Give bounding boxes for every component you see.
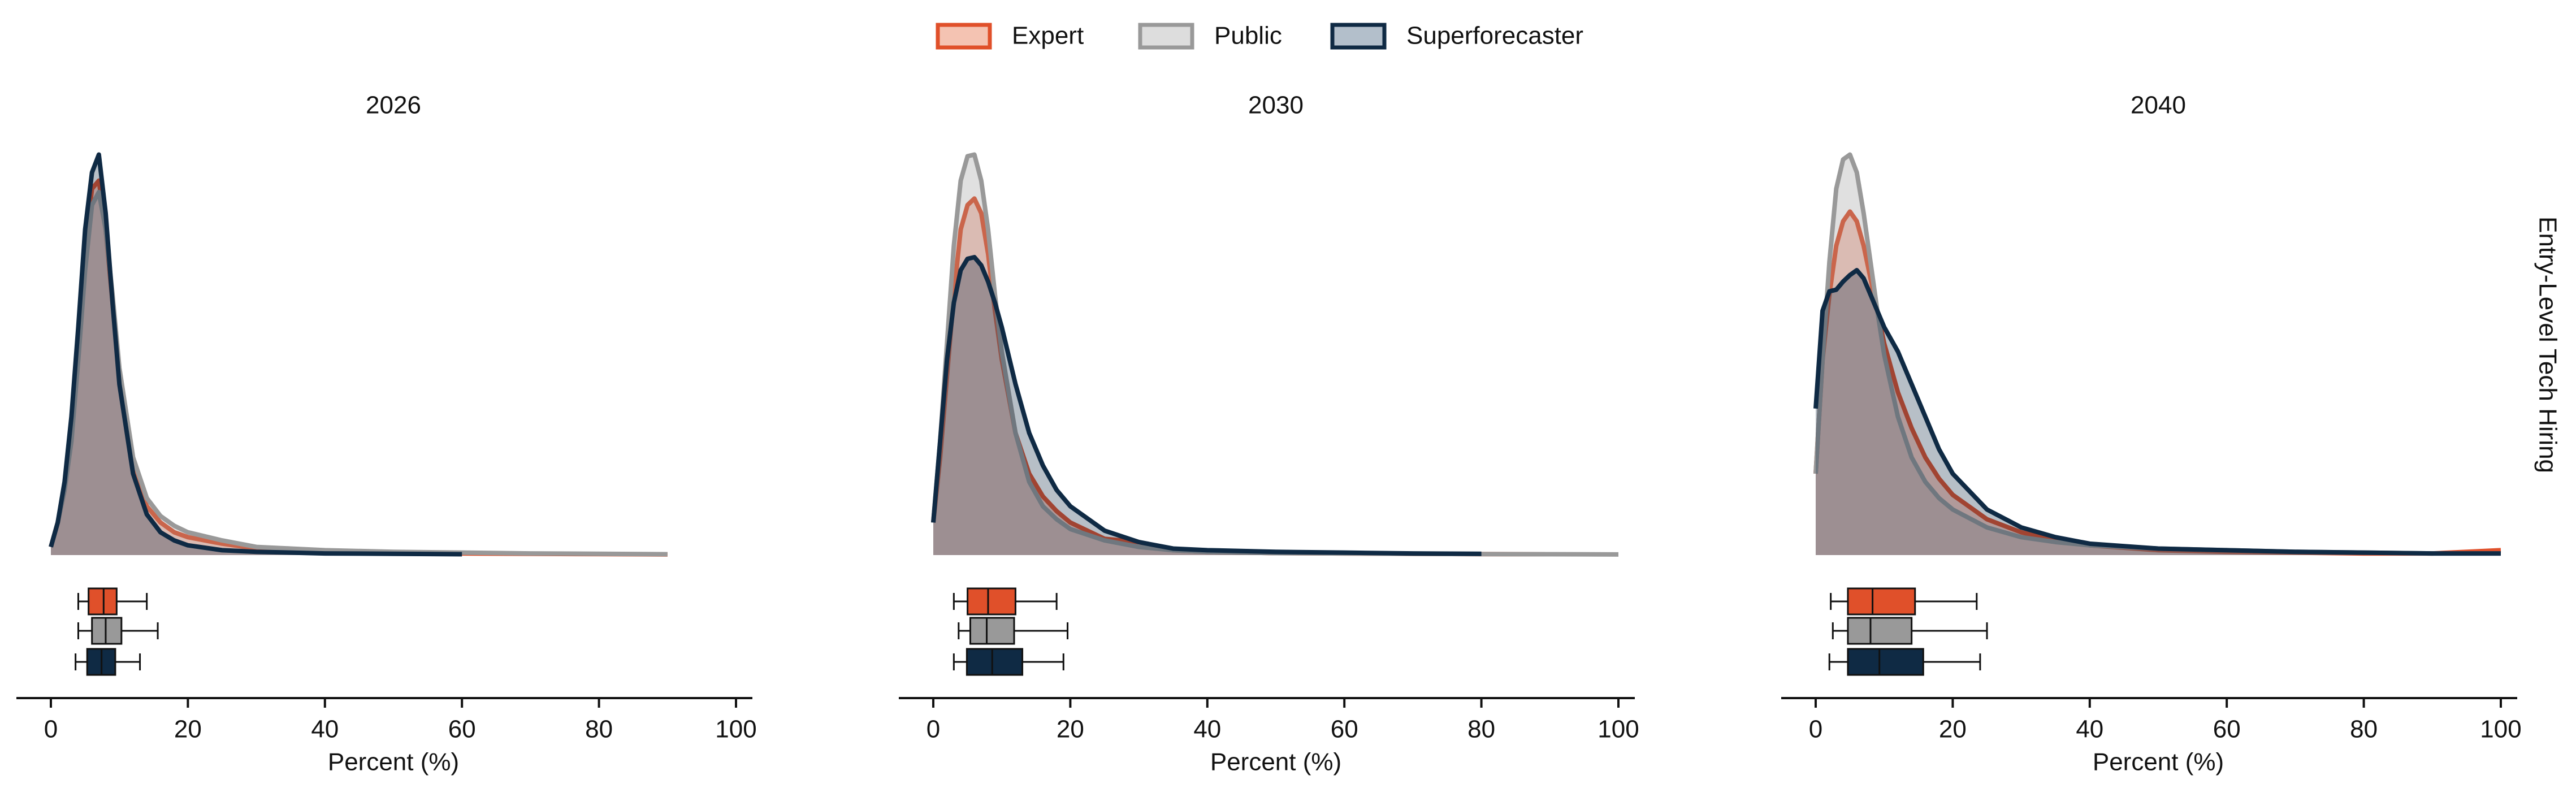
x-tick-label: 100 — [715, 716, 756, 743]
legend-swatch — [936, 23, 992, 50]
box — [1847, 617, 1913, 645]
box — [966, 648, 1024, 676]
density-area — [1816, 270, 2501, 555]
x-axis-label: Percent (%) — [1210, 748, 1341, 776]
density-line — [931, 254, 1482, 556]
x-tick-label: 40 — [311, 716, 339, 743]
legend-swatch — [1138, 23, 1194, 50]
x-tick-label: 0 — [927, 716, 940, 743]
density-line — [49, 152, 462, 557]
density-line — [1813, 268, 2501, 556]
legend-swatch — [1330, 23, 1387, 50]
density-area — [1816, 154, 2501, 555]
legend-label: Public — [1214, 22, 1282, 50]
box — [1847, 587, 1916, 616]
box — [91, 617, 123, 645]
panel-title: 2026 — [366, 92, 421, 119]
x-tick-label: 80 — [2350, 716, 2378, 743]
density-area — [933, 198, 1550, 555]
x-tick-label: 60 — [448, 716, 476, 743]
panel-title: 2040 — [2131, 92, 2186, 119]
box — [88, 587, 118, 616]
x-axis-label: Percent (%) — [2093, 748, 2224, 776]
x-axis-label: Percent (%) — [328, 748, 459, 776]
x-tick-label: 60 — [2213, 716, 2241, 743]
box — [967, 587, 1016, 616]
density-area — [1816, 211, 2501, 555]
x-tick-label: 40 — [2076, 716, 2103, 743]
x-tick-label: 0 — [44, 716, 58, 743]
panel-title: 2030 — [1248, 92, 1304, 119]
box — [1847, 648, 1924, 676]
x-tick-label: 100 — [1597, 716, 1639, 743]
x-tick-label: 20 — [174, 716, 202, 743]
density-area — [933, 257, 1482, 556]
x-tick-label: 40 — [1193, 716, 1221, 743]
x-tick-label: 0 — [1809, 716, 1822, 743]
x-tick-label: 80 — [1467, 716, 1495, 743]
x-tick-label: 20 — [1057, 716, 1084, 743]
density-area — [51, 192, 668, 555]
legend-label: Expert — [1012, 22, 1084, 50]
density-area — [51, 180, 668, 556]
density-area — [51, 154, 462, 555]
x-tick-label: 60 — [1331, 716, 1358, 743]
x-tick-label: 100 — [2480, 716, 2521, 743]
box — [969, 617, 1015, 645]
density-area — [933, 154, 1618, 555]
legend-label: Superforecaster — [1406, 22, 1583, 50]
x-tick-label: 80 — [585, 716, 613, 743]
x-tick-label: 20 — [1939, 716, 1967, 743]
facet-label: Entry-Level Tech Hiring — [2534, 216, 2561, 473]
